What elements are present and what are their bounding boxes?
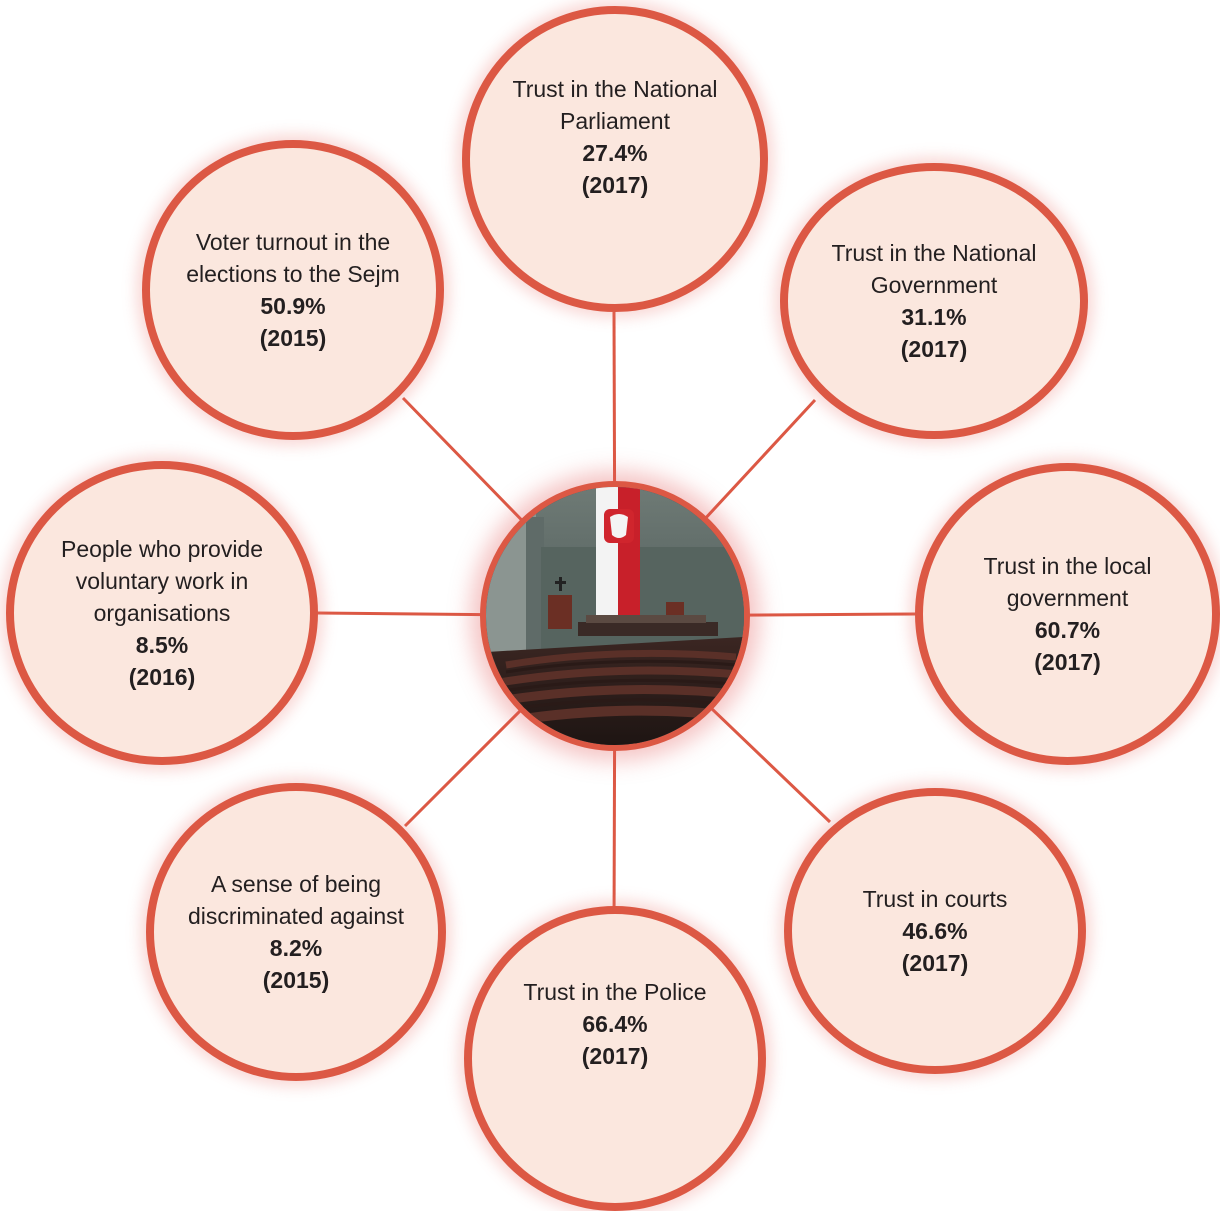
bubble-trust-courts: Trust in courts 46.6% (2017) bbox=[784, 788, 1086, 1074]
bubble-label: Trust in courts bbox=[862, 886, 1008, 912]
bubble-year: (2016) bbox=[128, 664, 196, 690]
bubble-label: Trust in the National Parliament bbox=[512, 76, 718, 134]
bubble-value: 8.5% bbox=[135, 632, 189, 658]
bubble-value: 27.4% bbox=[582, 140, 648, 166]
bubble-label: Trust in the Police bbox=[523, 978, 707, 1005]
bubble-trust-national-government: Trust in the National Government 31.1% (… bbox=[780, 163, 1088, 439]
bubble-year: (2015) bbox=[262, 967, 330, 993]
bubble-year: (2017) bbox=[901, 950, 969, 976]
bubble-year: (2015) bbox=[259, 325, 327, 351]
bubble-label: A sense of being discriminated against bbox=[187, 871, 405, 929]
bubble-year: (2017) bbox=[900, 336, 968, 362]
bubble-value: 50.9% bbox=[260, 293, 326, 319]
bubble-value: 8.2% bbox=[269, 935, 323, 961]
bubble-year: (2017) bbox=[581, 172, 649, 198]
sejm-chamber-photo bbox=[480, 481, 750, 751]
bubble-label: Trust in the National Government bbox=[831, 240, 1037, 298]
bubble-value: 66.4% bbox=[582, 1010, 648, 1037]
bubble-trust-national-parliament: Trust in the National Parliament 27.4% (… bbox=[462, 6, 768, 312]
bubble-label: People who provide voluntary work in org… bbox=[60, 536, 264, 626]
bubble-voluntary-work: People who provide voluntary work in org… bbox=[6, 461, 318, 765]
bubble-label: Voter turnout in the elections to the Se… bbox=[186, 229, 400, 287]
bubble-value: 31.1% bbox=[901, 304, 967, 330]
bubble-trust-local-government: Trust in the local government 60.7% (201… bbox=[915, 463, 1220, 765]
bubble-value: 60.7% bbox=[1034, 617, 1101, 643]
bubble-trust-police: Trust in the Police 66.4% (2017) bbox=[464, 906, 766, 1211]
bubble-voter-turnout: Voter turnout in the elections to the Se… bbox=[142, 140, 444, 440]
bubble-discrimination: A sense of being discriminated against 8… bbox=[146, 783, 446, 1081]
bubble-year: (2017) bbox=[1034, 649, 1101, 675]
bubble-label: Trust in the local government bbox=[983, 553, 1152, 611]
bubble-year: (2017) bbox=[581, 1042, 649, 1069]
bubble-value: 46.6% bbox=[902, 918, 968, 944]
